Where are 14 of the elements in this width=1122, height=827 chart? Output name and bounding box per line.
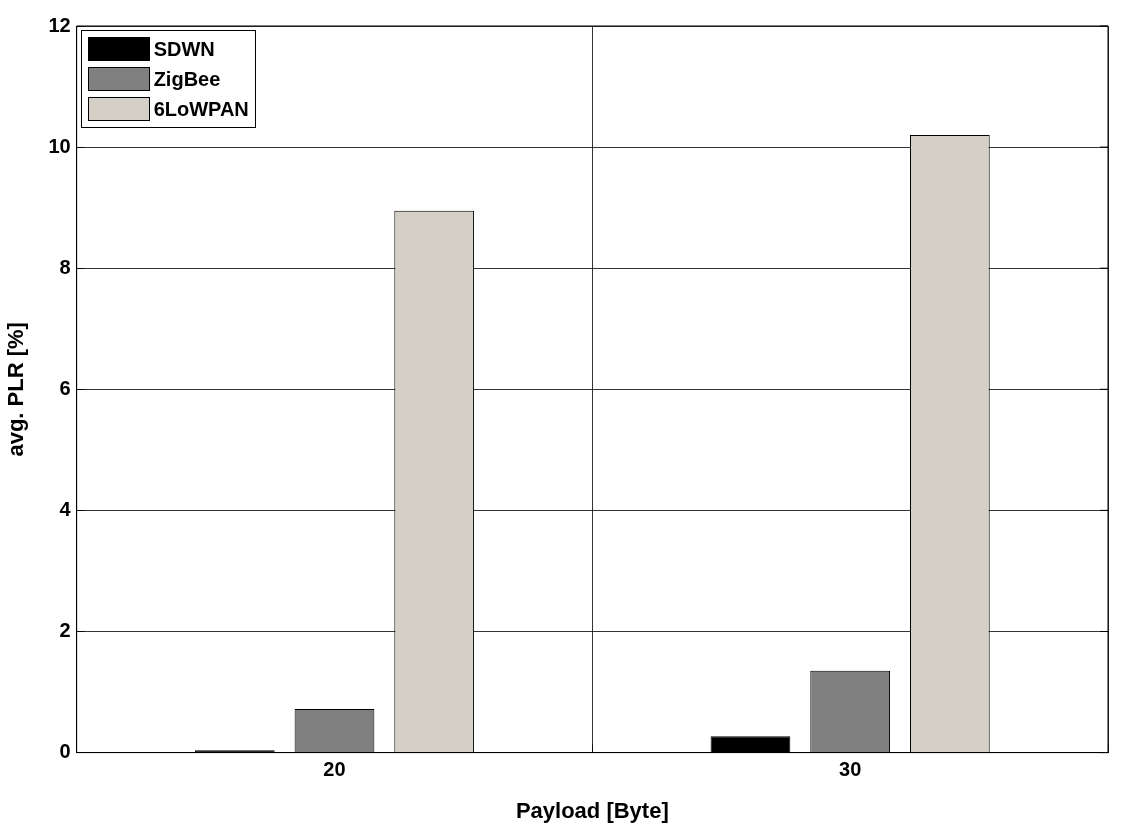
legend-label: SDWN <box>153 37 215 61</box>
legend-label: 6LoWPAN <box>153 97 249 121</box>
y-tick-label: 4 <box>59 497 72 520</box>
y-tick-label: 2 <box>59 619 71 642</box>
y-tick-label: 8 <box>59 255 71 278</box>
y-tick-label: 10 <box>48 134 71 157</box>
y-tick-label: 6 <box>59 376 71 399</box>
x-tick-label: 20 <box>323 758 346 781</box>
x-axis-title: Payload [Byte] <box>515 797 669 823</box>
x-tick-label: 30 <box>839 758 862 781</box>
y-axis-title: avg. PLR [%] <box>3 322 29 457</box>
y-tick-label: 0 <box>59 740 71 763</box>
y-tick-label: 12 <box>48 13 71 36</box>
legend-label: ZigBee <box>153 67 221 91</box>
